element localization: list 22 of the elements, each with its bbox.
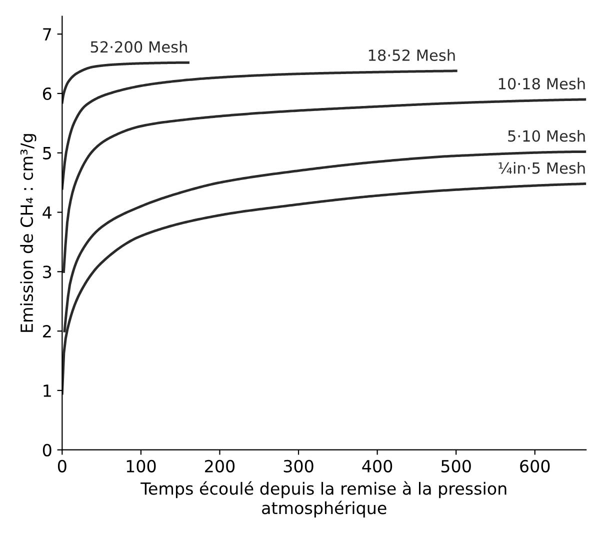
y-axis-title: Emission de CH₄ : cm³/g [20,134,36,332]
y-tick-label: 6 [43,87,52,100]
x-tick-label: 100 [126,460,156,472]
series-label: 10·18 Mesh [498,78,585,90]
x-tick-label: 500 [441,460,471,472]
y-tick-label: 3 [43,266,52,278]
series-label: 5·10 Mesh [508,130,585,142]
y-tick-label: 1 [44,384,51,397]
y-tick-label: 5 [43,147,51,160]
x-tick-label: 300 [284,460,314,472]
y-tick-label: 7 [43,28,52,40]
x-tick-label: 400 [362,460,392,472]
y-tick-label: 2 [43,325,51,338]
x-tick-label: 0 [58,460,66,472]
y-tick-label: 0 [42,444,52,456]
series-label: ¼in·5 Mesh [498,162,585,174]
y-tick-label: 4 [42,206,52,219]
x-axis-title: Temps écoulé depuis la remise à la pression atmosphérique [140,481,506,518]
series-label: 18·52 Mesh [368,49,455,61]
x-tick-label: 200 [205,460,235,472]
series-label: 52·200 Mesh [90,40,187,53]
x-tick-label: 600 [520,460,550,472]
